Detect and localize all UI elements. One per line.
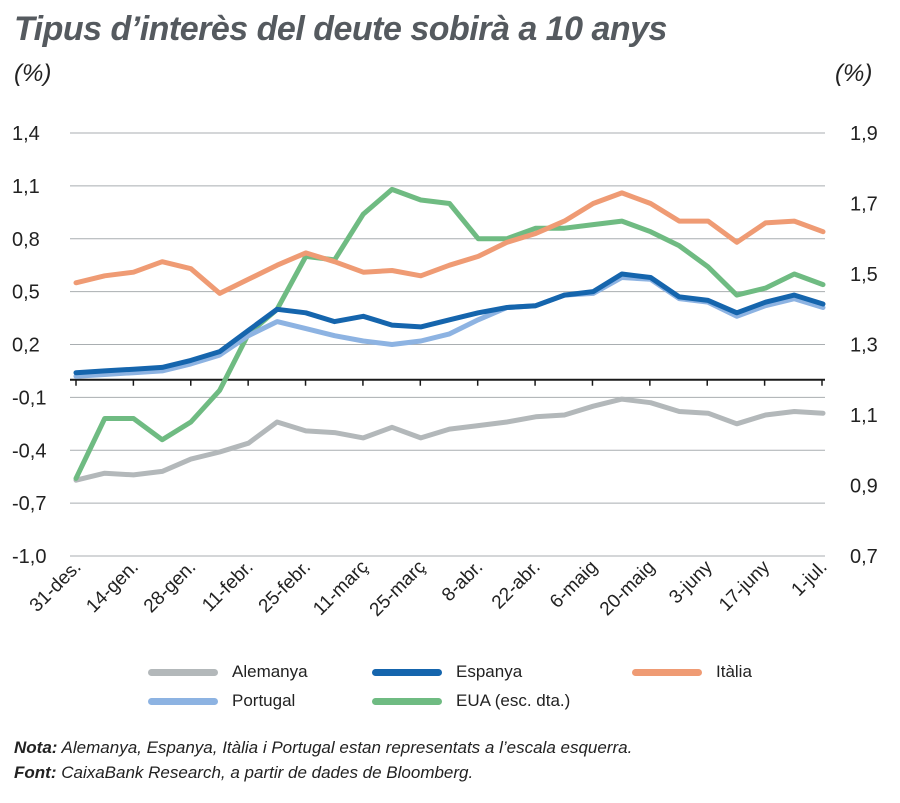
note-text: Alemanya, Espanya, Itàlia i Portugal est… bbox=[61, 738, 633, 757]
y-left-tick-label: 1,4 bbox=[12, 123, 40, 145]
series-line-alemanya bbox=[73, 396, 826, 483]
y-left-tick-label: 0,8 bbox=[12, 229, 40, 251]
legend-label-portugal: Portugal bbox=[232, 691, 296, 710]
source-text: CaixaBank Research, a partir de dades de… bbox=[61, 763, 474, 782]
legend-item-espanya: Espanya bbox=[372, 662, 522, 682]
y-right-tick-label: 1,7 bbox=[850, 194, 878, 216]
legend-item-eua: EUA (esc. dta.) bbox=[372, 691, 570, 711]
legend-swatch-eua bbox=[372, 698, 442, 706]
legend-item-alemanya: Alemanya bbox=[148, 662, 308, 682]
y-right-tick-label: 0,7 bbox=[850, 546, 878, 568]
left-axis-unit: (%) bbox=[14, 60, 52, 87]
x-tick-label: 11-març bbox=[309, 557, 372, 620]
x-tick-label: 20-maig bbox=[596, 557, 659, 620]
y-left-tick-label: -0,4 bbox=[12, 440, 46, 462]
y-left-tick-label: 1,1 bbox=[12, 176, 40, 198]
chart-source: Font: CaixaBank Research, a partir de da… bbox=[14, 763, 473, 783]
y-left-tick-label: -0,7 bbox=[12, 493, 46, 515]
y-right-tick-label: 1,9 bbox=[850, 123, 878, 145]
right-axis-unit: (%) bbox=[835, 60, 873, 87]
y-right-tick-label: 1,5 bbox=[850, 264, 878, 286]
x-tick-label: 11-febr. bbox=[198, 557, 257, 616]
series-line-espanya bbox=[73, 271, 826, 376]
y-right-tick-label: 0,9 bbox=[850, 476, 878, 498]
legend-swatch-portugal bbox=[148, 698, 218, 706]
legend-label-alemanya: Alemanya bbox=[232, 662, 308, 681]
series-line-eua bbox=[73, 186, 826, 481]
note-label: Nota: bbox=[14, 738, 58, 757]
legend-label-italia: Itàlia bbox=[716, 662, 752, 681]
legend-swatch-alemanya bbox=[148, 669, 218, 677]
chart-title: Tipus d’interès del deute sobirà a 10 an… bbox=[14, 10, 667, 48]
x-tick-label: 1-jul. bbox=[788, 557, 832, 601]
legend-swatch-italia bbox=[632, 669, 702, 677]
legend-label-espanya: Espanya bbox=[456, 662, 523, 681]
y-right-tick-label: 1,1 bbox=[850, 405, 878, 427]
y-left-tick-label: -1,0 bbox=[12, 546, 46, 568]
legend-label-eua: EUA (esc. dta.) bbox=[456, 691, 571, 710]
y-left-tick-label: 0,5 bbox=[12, 282, 40, 304]
x-tick-label: 6-maig bbox=[546, 557, 602, 613]
chart-note: Nota: Alemanya, Espanya, Itàlia i Portug… bbox=[14, 738, 632, 758]
y-left-tick-label: 0,2 bbox=[12, 335, 40, 357]
legend-item-italia: Itàlia bbox=[632, 662, 752, 682]
series-line-italia bbox=[73, 190, 826, 296]
x-tick-label: 25-febr. bbox=[255, 557, 315, 617]
x-tick-label: 22-abr. bbox=[488, 557, 545, 614]
chart-plot: 1,4 1,1 0,8 0,5 0,2 -0,1 -0,4 -0,7 -1,0 1,9 1,7 1,5… bbox=[12, 123, 878, 621]
y-left-tick-label: -0,1 bbox=[12, 387, 46, 409]
x-tick-label: 28-gen. bbox=[140, 557, 200, 617]
y-right-tick-label: 1,3 bbox=[850, 335, 878, 357]
x-tick-label: 8-abr. bbox=[438, 557, 487, 606]
source-label: Font: bbox=[14, 763, 57, 782]
legend-swatch-espanya bbox=[372, 669, 442, 677]
x-tick-label: 3-juny bbox=[665, 556, 717, 608]
x-tick-label: 25-març bbox=[366, 557, 430, 621]
legend-item-portugal: Portugal bbox=[148, 691, 295, 711]
x-tick-label: 14-gen. bbox=[82, 557, 142, 617]
x-tick-label: 17-juny bbox=[715, 556, 774, 615]
